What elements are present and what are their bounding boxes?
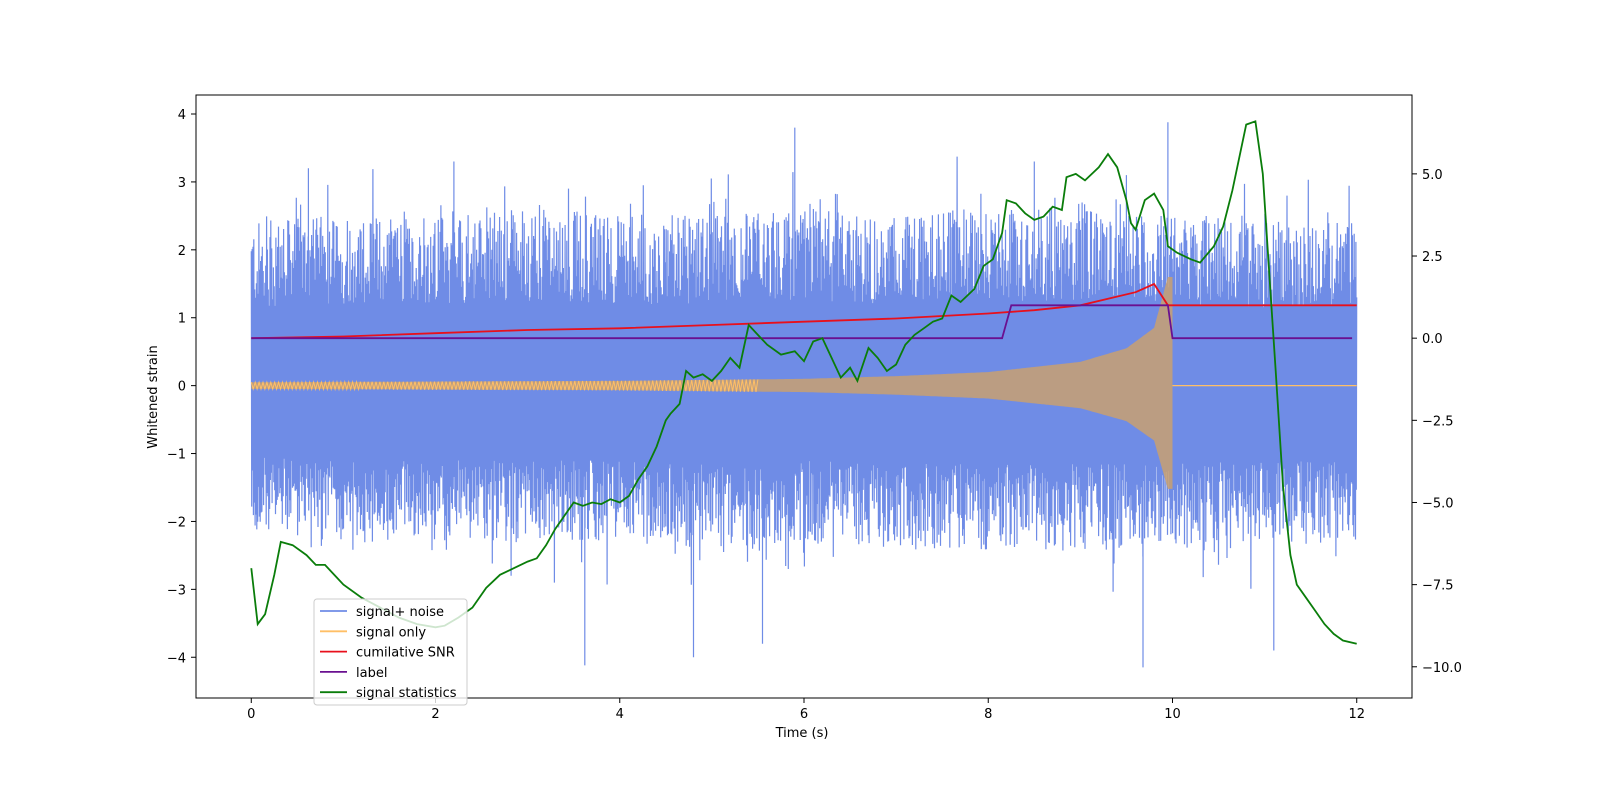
y2-tick-label: −7.5: [1422, 579, 1454, 594]
y-tick-label: 4: [178, 108, 186, 123]
noise-layer: [250, 122, 1358, 668]
signal-layer: [250, 277, 1357, 489]
y-tick-label: 0: [178, 380, 186, 395]
y-tick-label: 3: [178, 176, 186, 191]
y-tick-label: 2: [178, 244, 186, 259]
x-tick-label: 4: [616, 707, 624, 722]
x-tick-label: 6: [800, 707, 808, 722]
y2-tick-label: −5.0: [1422, 496, 1454, 511]
x-tick-label: 2: [431, 707, 439, 722]
legend-label: signal+ noise: [356, 605, 444, 620]
legend-box: [313, 598, 468, 706]
legend-label: cumilative SNR: [356, 646, 455, 661]
y2-tick-label: −2.5: [1422, 414, 1454, 429]
x-axis: 0 2 4 6 8 10 12: [247, 698, 1365, 722]
y-axis-right: −10.0 −7.5 −5.0 −2.5 0.0 2.5 5.0: [1412, 168, 1462, 676]
y-tick-label: −1: [167, 448, 186, 463]
x-tick-label: 0: [247, 707, 255, 722]
y-axis-label: Whitened strain: [146, 345, 161, 448]
y-tick-label: −3: [167, 583, 186, 598]
y2-tick-label: 0.0: [1422, 332, 1443, 347]
series-signal-statistics-line: [250, 120, 1357, 645]
x-axis-label: Time (s): [775, 726, 829, 741]
x-tick-label: 8: [984, 707, 992, 722]
y2-tick-label: 2.5: [1422, 250, 1443, 265]
legend-label: label: [356, 666, 387, 681]
y-tick-label: −4: [167, 651, 186, 666]
legend-label: signal statistics: [356, 686, 457, 701]
legend-label: signal only: [356, 625, 426, 640]
y2-tick-label: −10.0: [1422, 661, 1462, 676]
y-axis-left: −4 −3 −2 −1 0 1 2 3 4: [167, 108, 196, 666]
x-tick-label: 10: [1164, 707, 1181, 722]
y2-tick-label: 5.0: [1422, 168, 1443, 183]
series-cumilative-snr-line: [251, 282, 1357, 340]
x-tick-label: 12: [1348, 707, 1365, 722]
series-label-line: [251, 304, 1353, 340]
y-tick-label: 1: [178, 312, 186, 327]
legend: signal+ noise signal only cumilative SNR la…: [313, 598, 468, 706]
y-tick-label: −2: [167, 515, 186, 530]
lines-layer: [250, 120, 1357, 645]
series-signal-only-line: [250, 379, 759, 392]
series-signal-noise-line: [250, 122, 1358, 668]
